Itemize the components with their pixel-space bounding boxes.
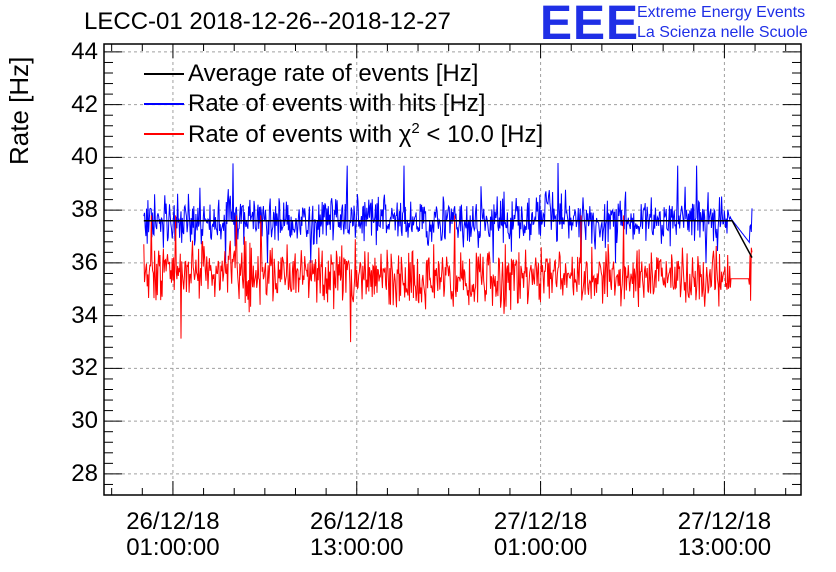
legend-chi-symbol: χ	[398, 121, 412, 148]
x-tick-date: 27/12/18	[677, 508, 772, 535]
legend-chi2-prefix: Rate of events with	[188, 121, 399, 148]
legend-label-hits: Rate of events with hits [Hz]	[188, 90, 486, 117]
x-tick-time: 01:00:00	[493, 534, 588, 561]
x-tick-date: 26/12/18	[126, 508, 220, 535]
x-tick-time: 13:00:00	[677, 534, 772, 561]
chart-axes	[103, 43, 802, 496]
series-layer	[143, 162, 753, 343]
x-tick-label: 27/12/18 13:00:00	[654, 509, 794, 561]
plot-frame	[103, 43, 802, 496]
legend-chi-exponent: 2	[411, 120, 420, 137]
series-hits-line	[143, 162, 753, 263]
legend-label-average: Average rate of events [Hz]	[188, 60, 479, 87]
y-tick-label: 42	[71, 90, 98, 118]
eee-logo: EEE	[540, 0, 640, 50]
chart-grid	[104, 44, 801, 495]
y-tick-label: 28	[71, 459, 98, 487]
legend-label-chi2: Rate of events with χ2 < 10.0 [Hz]	[188, 120, 543, 149]
y-tick-label: 44	[71, 37, 98, 65]
series-average-line	[143, 219, 753, 258]
logo-text-line2: La Scienza nelle Scuole	[637, 24, 808, 41]
series-chi2-line	[143, 215, 753, 343]
y-tick-label: 40	[71, 143, 98, 171]
y-tick-label: 30	[71, 407, 98, 435]
logo-text-line1: Extreme Energy Events	[637, 4, 806, 21]
x-tick-label: 27/12/18 01:00:00	[471, 509, 611, 561]
y-tick-label: 32	[71, 354, 98, 382]
legend-swatch-chi2	[144, 133, 184, 135]
x-tick-time: 13:00:00	[310, 534, 404, 561]
x-tick-label: 26/12/18 01:00:00	[103, 509, 243, 561]
x-tick-label: 26/12/18 13:00:00	[287, 509, 427, 561]
x-tick-date: 26/12/18	[310, 508, 404, 535]
y-tick-label: 34	[71, 301, 98, 329]
chart-title: LECC-01 2018-12-26--2018-12-27	[84, 8, 451, 35]
y-tick-label: 36	[71, 248, 98, 276]
y-tick-label: 38	[71, 196, 98, 224]
x-tick-time: 01:00:00	[126, 534, 220, 561]
legend-chi2-suffix: < 10.0 [Hz]	[419, 121, 544, 148]
x-tick-date: 27/12/18	[493, 508, 588, 535]
y-axis-label: Rate [Hz]	[4, 56, 34, 165]
legend-swatch-hits	[144, 103, 184, 105]
legend-swatch-average	[144, 73, 184, 75]
